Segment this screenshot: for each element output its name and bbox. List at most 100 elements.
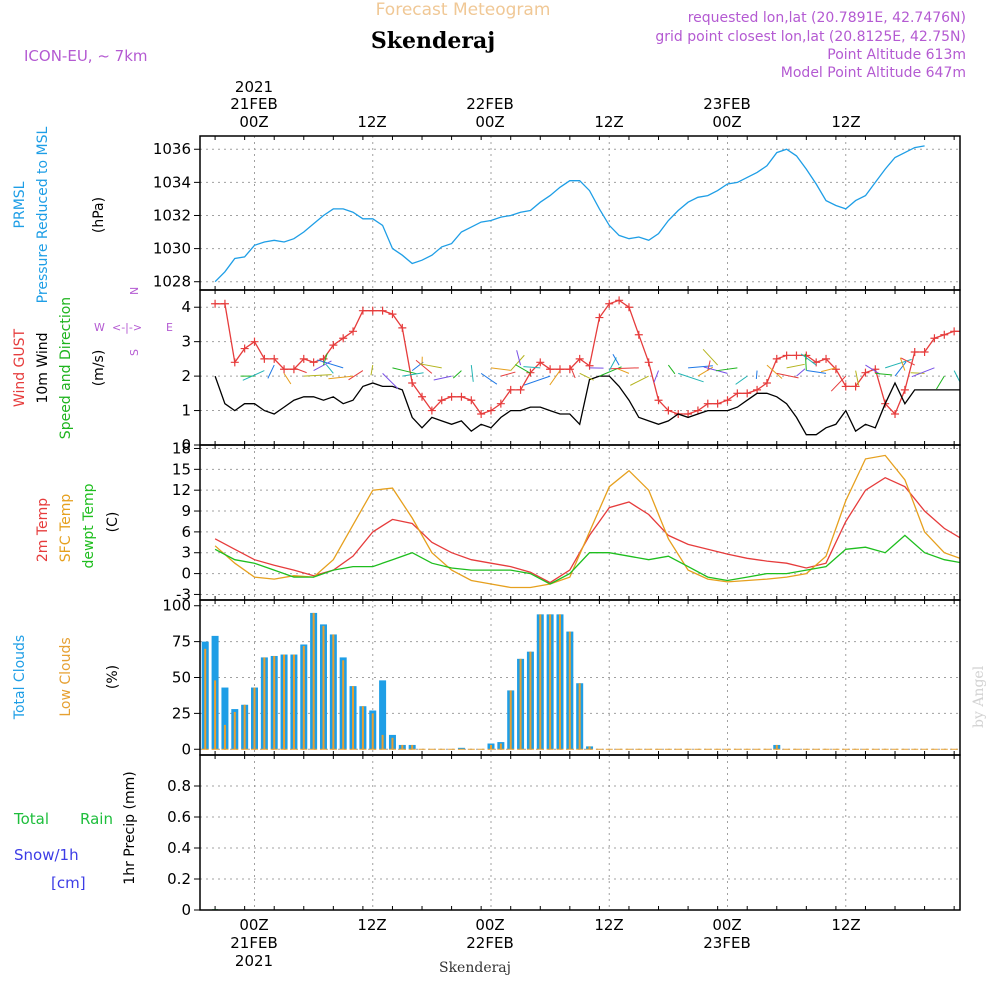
temp-label-dewpt: dewpt Temp	[81, 483, 97, 568]
clouds-ytick-label: 25	[172, 704, 191, 722]
wind-direction-arrow	[608, 357, 617, 371]
top-tick-12z-23: 12Z	[831, 113, 860, 131]
wind-label-dir: Speed and Direction	[58, 297, 74, 439]
gust-marker	[703, 399, 712, 408]
top-tick-00z-22: 00Z	[475, 113, 504, 131]
model-altitude: Model Point Altitude 647m	[781, 65, 966, 81]
pressure-label-prmsl: PRMSL	[12, 181, 28, 228]
temp-line-dewpt-temp	[214, 534, 960, 585]
gust-marker	[378, 306, 387, 315]
wind-direction-arrow	[855, 370, 860, 386]
gust-marker	[605, 299, 614, 308]
compass-w: W	[94, 321, 105, 334]
gust-marker	[930, 334, 939, 343]
wind-direction-arrow	[616, 367, 630, 374]
bottom-tick-12z-23: 12Z	[831, 916, 860, 934]
wind-direction-arrow	[523, 375, 551, 386]
precip-unit: 1hr Precip (mm)	[122, 771, 138, 884]
gust-marker	[654, 396, 663, 405]
bottom-year: 2021	[235, 952, 273, 970]
wind-label-gust: Wind GUST	[12, 328, 28, 407]
gust-marker	[575, 354, 584, 363]
gust-marker	[211, 299, 220, 308]
gust-marker	[723, 396, 732, 405]
temp-plot-area	[214, 454, 960, 589]
wind-plot-area	[211, 296, 960, 436]
gust-marker	[260, 354, 269, 363]
wind-direction-arrow	[678, 372, 704, 383]
top-tick-00z-21: 00Z	[239, 113, 268, 131]
compass-n: N	[128, 287, 141, 295]
gust-marker	[418, 392, 427, 401]
wind-ytick-label: 1	[181, 402, 191, 420]
temp-ytick-label: 18	[172, 439, 191, 457]
model-name: ICON-EU, ~ 7km	[24, 47, 148, 65]
requested-coords: requested lon,lat (20.7891E, 42.7476N)	[688, 10, 966, 26]
wind-direction-arrow	[303, 374, 332, 377]
gust-marker	[536, 358, 545, 367]
low-cloud-bar	[263, 657, 266, 750]
wind-direction-arrow	[549, 370, 561, 386]
low-cloud-bar	[381, 734, 384, 750]
gust-marker	[339, 334, 348, 343]
wind-direction-arrow	[786, 363, 805, 369]
gust-marker	[634, 330, 643, 339]
wind-unit: (m/s)	[91, 350, 107, 387]
low-cloud-bar	[361, 706, 364, 750]
top-date-22feb: 22FEB	[466, 95, 513, 113]
temp-ytick-label: 9	[181, 502, 191, 520]
clouds-ytick-label: 50	[172, 669, 191, 687]
location-title: Skenderaj	[371, 28, 495, 54]
gust-marker	[546, 365, 555, 374]
low-cloud-bar	[529, 651, 532, 750]
clouds-label-low: Low Clouds	[58, 637, 74, 716]
wind-direction-arrow	[910, 372, 925, 374]
low-cloud-bar	[302, 645, 305, 750]
wind-direction-arrow	[630, 375, 649, 386]
bottom-date-23feb: 23FEB	[703, 934, 750, 952]
wind-ytick-label: 4	[181, 298, 191, 316]
wind-label-10m: 10m Wind	[35, 332, 51, 403]
wind-direction-arrow	[579, 372, 594, 381]
low-cloud-bar	[578, 683, 581, 750]
wind-direction-arrow	[233, 384, 234, 387]
gust-marker	[388, 310, 397, 319]
gust-marker	[477, 410, 486, 418]
low-cloud-bar	[371, 713, 374, 750]
gust-marker	[910, 348, 919, 356]
gust-marker	[240, 344, 249, 353]
gust-marker	[743, 389, 752, 398]
clouds-panel: 0 25 50 75 100	[162, 597, 961, 758]
temp-line-sfc-temp	[214, 454, 960, 589]
temp-ytick-label: 3	[181, 544, 191, 562]
low-cloud-bar	[558, 614, 561, 750]
bottom-tick-12z-22: 12Z	[594, 916, 623, 934]
wind-direction-arrow	[515, 364, 531, 374]
precip-ytick-label: 0.6	[167, 808, 191, 826]
bottom-tick-00z-23: 00Z	[712, 916, 741, 934]
temp-ytick-label: 15	[172, 460, 191, 478]
gust-marker	[280, 365, 289, 374]
compass-arrows: <-|->	[112, 321, 142, 334]
bottom-tick-00z-22: 00Z	[475, 916, 504, 934]
gust-marker	[782, 351, 791, 360]
wind-ytick-label: 3	[181, 333, 191, 351]
total-cloud-bar	[379, 680, 387, 750]
gust-marker	[299, 354, 308, 363]
clouds-ytick-label: 0	[181, 740, 191, 758]
wind-direction-arrow	[242, 370, 265, 381]
plot-panels: 1028103010321034103601234-30369121518025…	[153, 135, 961, 919]
wind-line-10m-wind	[214, 375, 960, 436]
wind-direction-arrow	[766, 364, 783, 379]
wind-direction-arrow	[470, 365, 474, 382]
top-date-21feb: 21FEB	[230, 95, 277, 113]
low-cloud-bar	[204, 648, 207, 750]
wind-direction-arrow	[325, 364, 334, 374]
wind-direction-arrow	[569, 364, 576, 379]
clouds-ytick-label: 100	[162, 597, 191, 615]
temp-ytick-label: 6	[181, 523, 191, 541]
top-year: 2021	[235, 78, 273, 96]
precip-label-cm: [cm]	[51, 874, 86, 892]
gust-marker	[437, 396, 446, 405]
low-cloud-bar	[342, 660, 345, 750]
